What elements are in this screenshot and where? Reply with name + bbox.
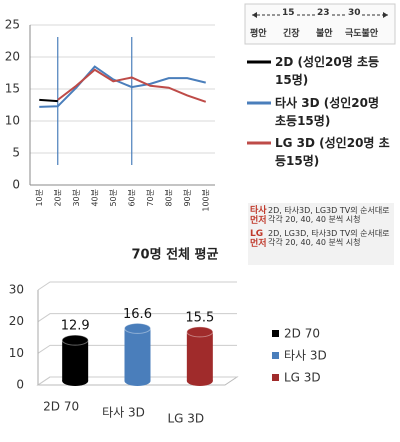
bar xyxy=(62,340,89,381)
scale-label: 극도불안 xyxy=(345,29,379,39)
legend-label: LG 3D xyxy=(284,371,321,385)
y-tick-label: 15 xyxy=(5,82,20,96)
series-line xyxy=(39,65,206,108)
grid-line xyxy=(37,281,237,291)
note-label: LG 먼저 xyxy=(250,229,267,249)
data-label: 16.6 xyxy=(123,307,152,322)
series-line xyxy=(39,98,58,103)
scale-label: 불안 xyxy=(316,29,333,39)
series-line xyxy=(57,68,207,103)
legend-label: 2D 70 xyxy=(284,327,320,341)
x-tick-label: 20분 xyxy=(53,189,62,207)
bar xyxy=(124,328,151,381)
notes-box: 타사 먼저 2D, 타사3D, LG3D TV의 순서대로 각각 20, 40, … xyxy=(248,203,394,265)
x-tick-label: 80분 xyxy=(164,189,173,207)
legend-label: 타사 3D (성인20명 초등15명) xyxy=(275,96,380,128)
x-tick-label: LG 3D xyxy=(167,412,204,426)
data-label: 12.9 xyxy=(61,319,90,334)
note-text: 2D, LG3D, 타사3D TV의 순서대로 각각 20, 40, 40 분씩… xyxy=(268,229,390,247)
cylinder-top xyxy=(124,322,151,334)
y-tick-label: 0 xyxy=(16,378,24,392)
legend-label: LG 3D (성인20명 초등15명) xyxy=(275,136,390,168)
grid-line xyxy=(37,344,237,354)
x-tick-label: 50분 xyxy=(109,189,118,207)
legend-swatch xyxy=(272,330,279,337)
x-tick-label: 40분 xyxy=(90,189,99,207)
scale-tick: 23 xyxy=(316,8,331,18)
x-tick-label: 60분 xyxy=(127,189,136,207)
data-label: 15.5 xyxy=(185,310,214,325)
scale-tick: 30 xyxy=(347,8,362,18)
y-tick-label: 25 xyxy=(5,18,20,32)
x-tick-label: 90분 xyxy=(183,189,192,207)
note-text: 2D, 타사3D, LG3D TV의 순서대로 각각 20, 40, 40 분씩… xyxy=(268,206,390,224)
grid-line xyxy=(37,313,237,323)
x-tick-label: 100분 xyxy=(201,189,210,212)
y-tick-label: 10 xyxy=(9,346,24,360)
bar xyxy=(186,331,213,381)
scale-label: 평안 xyxy=(250,29,267,39)
note-label: 타사 먼저 xyxy=(250,206,267,226)
y-tick-label: 30 xyxy=(9,283,24,297)
x-tick-label: 10분 xyxy=(35,189,44,207)
y-tick-label: 5 xyxy=(12,146,20,160)
x-tick-label: 2D 70 xyxy=(43,400,79,414)
cylinder-top xyxy=(186,326,214,338)
y-tick-label: 20 xyxy=(5,50,20,64)
scale-tick: 15 xyxy=(281,8,296,18)
legend-swatch xyxy=(272,352,279,359)
grid-line xyxy=(37,376,237,386)
legend-label: 2D (성인20명 초등15명) xyxy=(275,55,380,87)
note: LG 먼저 2D, LG3D, 타사3D TV의 순서대로 각각 20, 40, … xyxy=(250,229,392,249)
bar-title: 70명 전체 평균 xyxy=(132,247,219,263)
x-tick-label: 30분 xyxy=(72,189,81,207)
legend-label: 타사 3D xyxy=(284,349,327,363)
x-tick-label: 70분 xyxy=(146,189,155,207)
y-tick-label: 20 xyxy=(9,314,24,328)
y-tick-label: 10 xyxy=(5,114,20,128)
note: 타사 먼저 2D, 타사3D, LG3D TV의 순서대로 각각 20, 40, … xyxy=(250,206,392,226)
x-tick-label: 타사 3D xyxy=(102,406,145,420)
cylinder-top xyxy=(61,334,89,346)
scale-label: 긴장 xyxy=(283,29,300,39)
legend-swatch xyxy=(272,374,279,381)
y-tick-label: 0 xyxy=(12,178,20,192)
